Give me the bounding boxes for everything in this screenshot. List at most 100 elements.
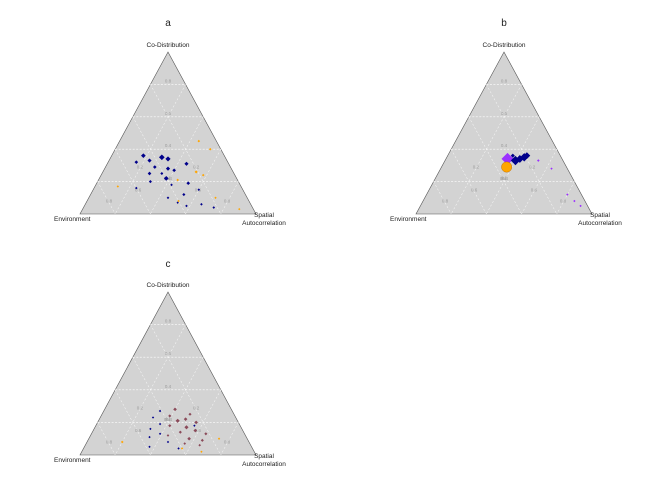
data-point xyxy=(158,432,162,435)
data-point xyxy=(176,201,179,204)
tick-label: 0.6 xyxy=(531,187,538,192)
grid-line xyxy=(150,116,204,215)
tick-label: 0.6 xyxy=(165,111,172,116)
tick-label: 0.8 xyxy=(224,440,231,445)
tick-label: 0.8 xyxy=(501,78,508,83)
data-point xyxy=(158,409,162,413)
tick-label: 0.4 xyxy=(165,384,172,389)
data-point xyxy=(148,180,152,184)
ternary-panel-b: 0.20.40.60.80.20.20.40.40.6 0.60.8 0.8bCo-… xyxy=(390,18,622,227)
data-point xyxy=(501,152,514,165)
triangle-plot-area xyxy=(415,51,593,215)
tick-label: 0.4 xyxy=(165,143,172,148)
grid-line xyxy=(132,116,186,215)
data-point xyxy=(147,171,152,176)
grid-line xyxy=(150,357,204,456)
tick-label: 0.2 xyxy=(529,165,536,170)
vertex-label-right: Spatial xyxy=(254,212,274,219)
panel-title: b xyxy=(501,18,507,29)
grid-line xyxy=(486,116,540,215)
grid-line xyxy=(185,149,222,215)
data-point xyxy=(173,407,177,412)
ternary-panel-a: 0.20.40.60.80.20.20.40.40.60.60.80.8aCo-… xyxy=(54,18,286,227)
tick-label: 0.2 xyxy=(137,405,144,410)
tick-label: 0.2 xyxy=(473,165,480,170)
data-point xyxy=(238,207,241,211)
tick-label: 0.6 xyxy=(471,187,478,192)
data-point xyxy=(197,188,201,191)
grid-line xyxy=(185,389,222,456)
data-point xyxy=(188,412,192,416)
vertex-label-left: Environment xyxy=(54,216,91,223)
grid-line xyxy=(450,149,487,215)
tick-label: 0.4 xyxy=(501,143,508,148)
vertex-label-right-2: Autocorrelation xyxy=(578,220,622,227)
data-point xyxy=(116,185,120,188)
triangle-plot-area xyxy=(79,291,257,456)
vertex-label-left: Environment xyxy=(390,216,427,223)
data-point xyxy=(510,153,515,158)
tick-label: 0.4 xyxy=(166,176,173,181)
data-point xyxy=(501,161,513,173)
tick-label: 0.8 xyxy=(442,199,449,204)
tick-label: 0.4 xyxy=(500,176,507,181)
data-point xyxy=(177,447,180,450)
data-point xyxy=(579,204,582,208)
data-point xyxy=(163,176,169,181)
vertex-label-left: Environment xyxy=(54,457,91,464)
data-point xyxy=(175,418,180,423)
data-point xyxy=(208,147,212,151)
vertex-label-top: Co-Distribution xyxy=(147,282,190,289)
tick-label: 0.2 xyxy=(193,405,200,410)
data-point xyxy=(172,168,176,173)
data-point xyxy=(200,438,204,442)
grid-line xyxy=(150,324,222,456)
data-point xyxy=(184,425,189,430)
data-point xyxy=(166,440,170,444)
data-point xyxy=(120,440,124,444)
data-point xyxy=(177,199,180,203)
data-point xyxy=(148,435,151,439)
data-point xyxy=(158,422,162,426)
tick-label: 0.8 xyxy=(560,199,567,204)
data-point xyxy=(550,167,553,170)
vertex-label-right: Spatial xyxy=(590,212,610,219)
data-point xyxy=(134,160,139,164)
data-point xyxy=(149,427,152,431)
grid-line xyxy=(132,357,186,456)
vertex-label-top: Co-Distribution xyxy=(483,42,526,49)
tick-label: 0.8 xyxy=(224,199,231,204)
data-point xyxy=(160,171,164,176)
data-point xyxy=(187,436,191,441)
data-point xyxy=(217,437,221,440)
tick-label: 0.8 xyxy=(165,319,172,324)
data-point xyxy=(158,154,165,161)
data-point xyxy=(201,173,205,177)
data-point xyxy=(166,196,170,200)
data-point xyxy=(193,428,198,433)
tick-label: 0.8 xyxy=(106,199,113,204)
data-point xyxy=(148,445,151,449)
data-point xyxy=(168,424,172,428)
data-point xyxy=(168,414,172,418)
tick-label: 0.6 xyxy=(165,351,172,356)
data-point xyxy=(184,161,189,166)
data-point xyxy=(166,434,170,437)
data-point xyxy=(573,199,576,203)
data-point xyxy=(198,443,201,447)
panel-title: a xyxy=(165,18,171,29)
grid-line xyxy=(521,149,558,215)
tick-label: 0.6 xyxy=(135,428,142,433)
vertex-label-right-2: Autocorrelation xyxy=(242,220,286,227)
data-point xyxy=(176,178,179,182)
tick-label: 0.4 xyxy=(502,176,509,181)
data-point xyxy=(537,159,540,162)
tick-label: 0.8 xyxy=(106,440,113,445)
data-point xyxy=(147,158,152,163)
triangle-plot-area xyxy=(79,51,257,215)
grid-line xyxy=(114,324,186,456)
tick-label: 0.2 xyxy=(137,165,144,170)
data-point xyxy=(212,206,216,209)
vertex-label-top: Co-Distribution xyxy=(147,42,190,49)
